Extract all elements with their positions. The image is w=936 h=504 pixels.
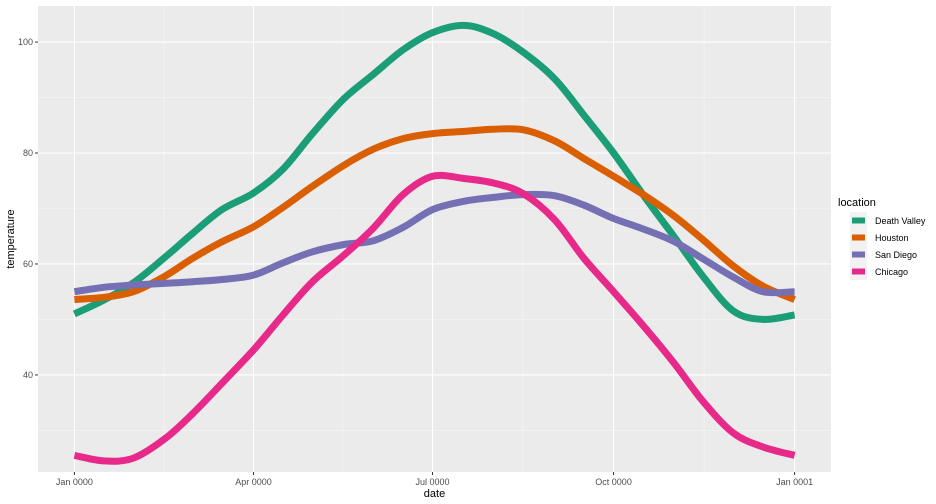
x-tick-label: Apr 0000 xyxy=(235,477,272,487)
y-axis-title: temperature xyxy=(5,209,17,268)
legend-label-san-diego: San Diego xyxy=(875,250,917,260)
x-tick-label: Jul 0000 xyxy=(416,477,450,487)
series-lines xyxy=(72,21,796,465)
series-line-death-valley xyxy=(72,21,796,323)
y-tick-label: 100 xyxy=(18,37,33,47)
series-line-chicago xyxy=(73,171,796,465)
y-tick-label: 80 xyxy=(23,148,33,158)
plot-panel xyxy=(38,6,831,472)
x-tick-label: Jan 0001 xyxy=(776,477,813,487)
series-line-houston xyxy=(74,125,796,303)
legend: location Death Valley Houston San Diego Chi… xyxy=(838,197,926,280)
legend-label-houston: Houston xyxy=(875,233,909,243)
legend-label-death-valley: Death Valley xyxy=(875,216,926,226)
x-axis-title: date xyxy=(424,488,445,500)
y-tick-label: 40 xyxy=(23,370,33,380)
axes: Jan 0000 Apr 0000 Jul 0000 Oct 0000 Jan 0001… xyxy=(18,37,813,487)
x-tick-label: Jan 0000 xyxy=(56,477,93,487)
series-line-san-diego xyxy=(73,190,795,297)
legend-title: location xyxy=(838,197,876,209)
x-tick-label: Oct 0000 xyxy=(595,477,632,487)
y-tick-label: 60 xyxy=(23,259,33,269)
legend-label-chicago: Chicago xyxy=(875,267,908,277)
gridlines xyxy=(38,6,831,472)
